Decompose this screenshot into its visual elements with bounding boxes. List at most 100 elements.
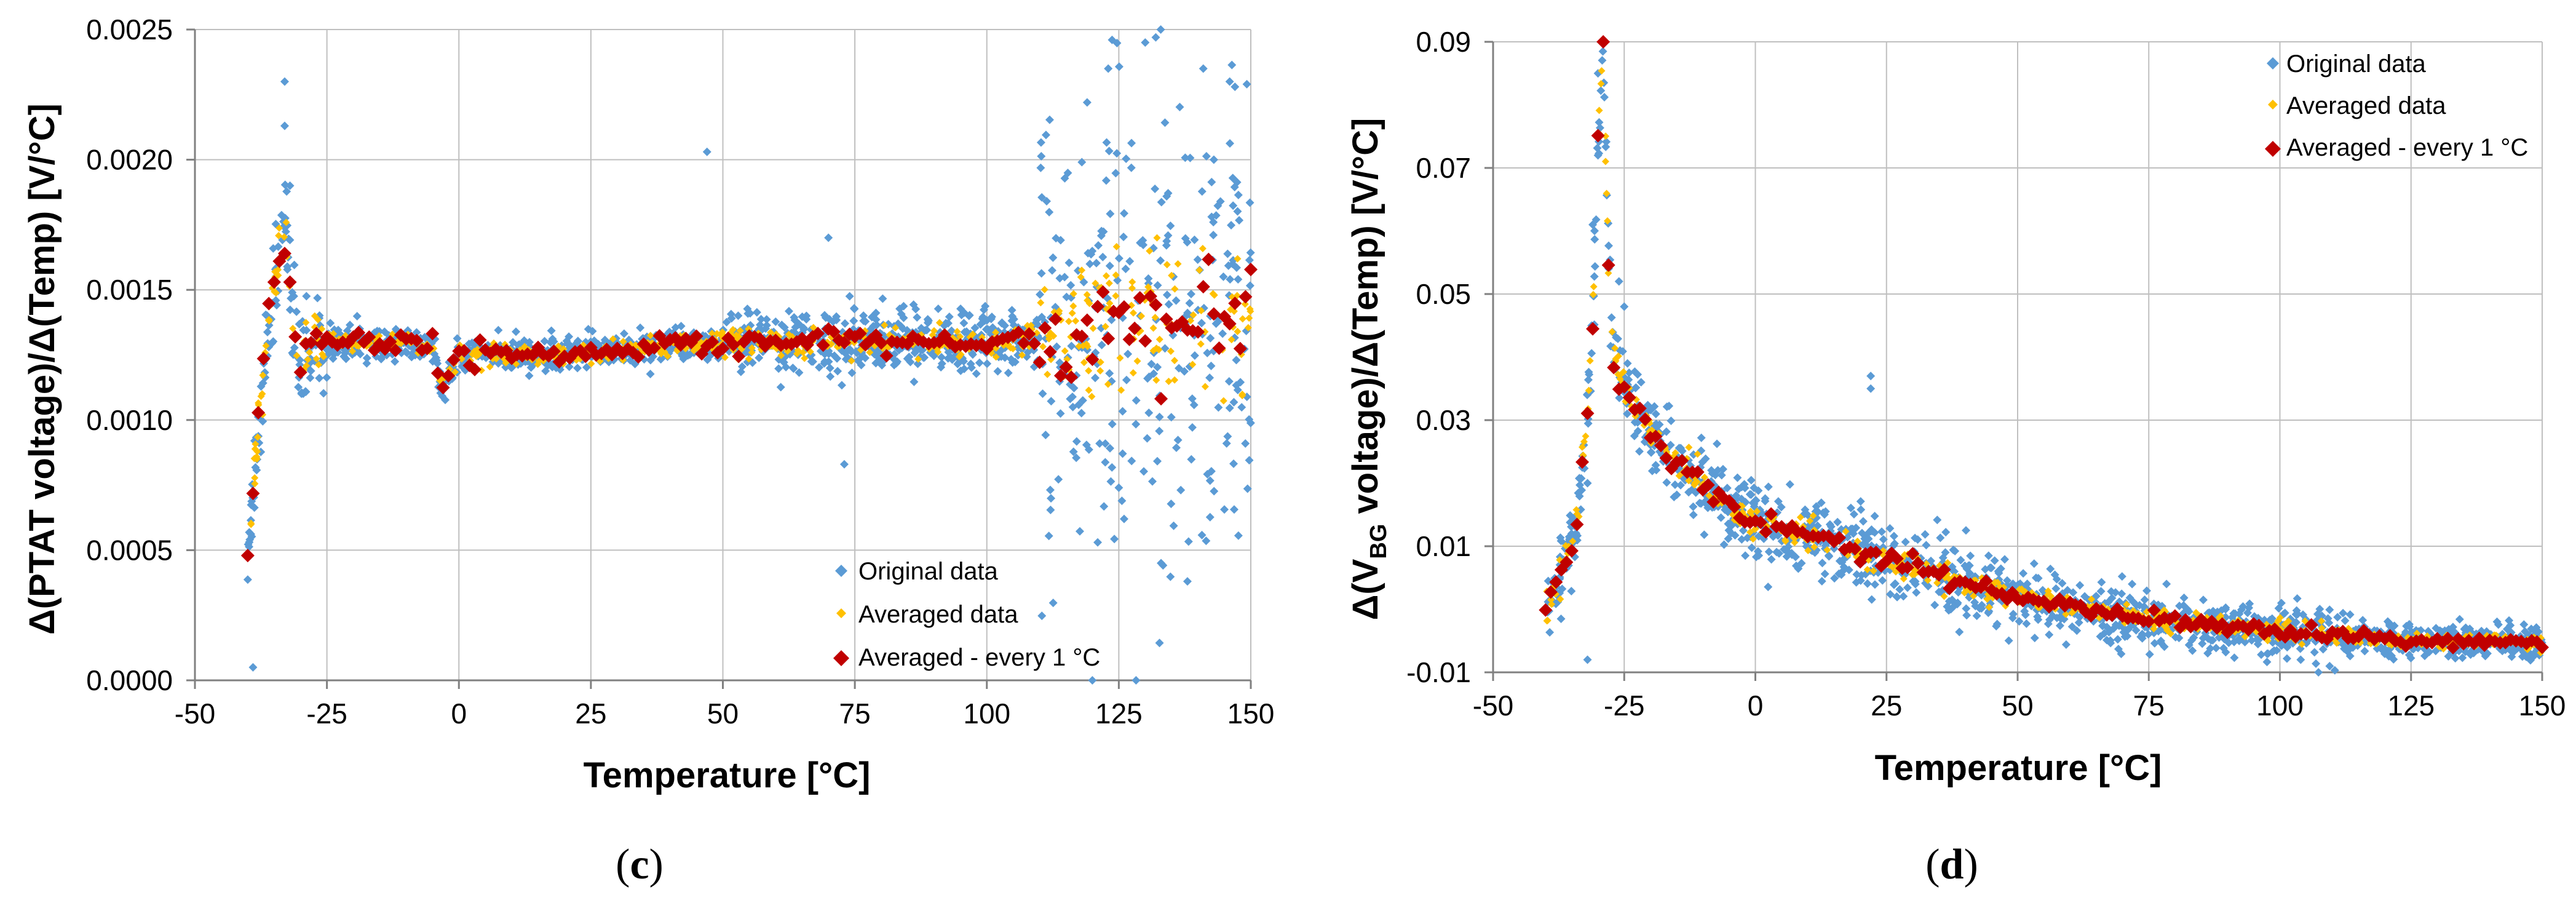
data-point-original <box>1951 546 1960 555</box>
data-point-original <box>1613 334 1622 343</box>
data-point-original <box>1556 536 1566 546</box>
data-point-original <box>1235 216 1244 225</box>
data-point-averaged-1c <box>837 336 851 350</box>
data-point-averaged <box>1585 386 1593 394</box>
data-point-original <box>261 310 271 319</box>
data-point-original <box>1166 572 1175 581</box>
data-point-averaged-1c <box>1937 563 1951 577</box>
data-point-averaged-1c <box>1091 300 1105 314</box>
data-point-original <box>2046 564 2055 573</box>
data-point-original <box>832 312 841 321</box>
data-point-original <box>1127 456 1136 466</box>
data-point-averaged-1c <box>647 341 661 355</box>
data-point-original <box>1149 369 1159 378</box>
data-point-original <box>2128 579 2137 589</box>
data-point-original <box>565 362 574 372</box>
data-point-averaged <box>1151 314 1159 322</box>
data-point-averaged <box>1084 343 1092 351</box>
data-point-original <box>1889 531 1898 541</box>
data-point-averaged <box>1700 474 1708 482</box>
data-point-averaged <box>275 224 283 232</box>
data-point-original <box>2055 621 2064 631</box>
data-point-averaged <box>2318 624 2326 632</box>
data-point-averaged <box>1138 312 1146 320</box>
data-point-original <box>2022 619 2031 628</box>
data-point-original <box>1870 512 1879 521</box>
data-point-original <box>1205 512 1215 522</box>
data-point-averaged <box>1133 357 1141 365</box>
data-point-original <box>1601 142 1611 151</box>
data-point-original <box>1747 543 1756 552</box>
data-point-averaged <box>271 288 279 296</box>
data-point-averaged-1c <box>1848 542 1862 556</box>
data-point-original <box>1007 306 1017 315</box>
data-point-original <box>1600 93 1609 102</box>
data-point-original <box>1184 537 1193 546</box>
data-point-original <box>2530 648 2539 658</box>
data-point-averaged-1c <box>1832 531 1846 545</box>
data-point-original <box>2345 610 2355 619</box>
data-point-original <box>431 356 440 365</box>
data-point-original <box>953 359 962 368</box>
data-point-original <box>1013 351 1023 360</box>
data-point-original <box>1750 499 1759 509</box>
data-point-original <box>1155 638 1164 648</box>
data-point-averaged <box>969 330 977 338</box>
data-point-original <box>1148 477 1157 486</box>
data-point-original <box>2021 610 2030 619</box>
data-point-original <box>1590 226 1599 236</box>
data-point-original <box>1127 163 1136 172</box>
data-point-original <box>2224 638 2233 648</box>
data-point-averaged <box>1044 370 1052 378</box>
data-point-original <box>1197 530 1207 539</box>
data-point-averaged <box>1604 269 1612 277</box>
data-point-original <box>1224 261 1233 270</box>
data-point-original <box>795 368 804 377</box>
data-point-original <box>1000 321 1009 330</box>
data-point-original <box>2230 609 2240 618</box>
data-point-original <box>933 304 943 313</box>
data-point-original <box>313 293 322 303</box>
data-point-original <box>1131 396 1141 405</box>
data-point-original <box>1885 590 1895 599</box>
data-point-averaged-1c <box>1133 291 1147 305</box>
data-point-original <box>287 294 296 303</box>
data-point-original <box>890 360 899 370</box>
data-point-averaged <box>247 520 255 528</box>
panel-d-y-axis-title-subscript: BG <box>1366 524 1392 559</box>
y-tick-label: 0.05 <box>1416 278 1471 310</box>
data-point-averaged-1c <box>2142 615 2156 629</box>
data-point-original <box>2314 668 2323 677</box>
data-point-original <box>1072 453 1081 463</box>
data-point-averaged-1c <box>732 349 746 364</box>
data-point-averaged-1c <box>252 405 266 420</box>
data-point-original <box>2150 638 2159 648</box>
data-point-averaged <box>1598 67 1606 75</box>
data-point-averaged <box>293 352 301 360</box>
data-point-original <box>1202 536 1211 546</box>
data-point-original <box>1590 272 1599 281</box>
data-point-original <box>2293 594 2302 603</box>
data-point-original <box>1124 349 1133 359</box>
data-point-original <box>1144 408 1154 418</box>
data-point-original <box>464 340 474 349</box>
data-point-original <box>1575 480 1585 490</box>
data-point-original <box>722 317 731 327</box>
data-point-original <box>2187 635 2197 645</box>
data-point-original <box>1620 302 1629 311</box>
data-point-averaged <box>935 319 943 327</box>
data-point-averaged <box>721 354 729 362</box>
data-point-averaged <box>748 344 756 352</box>
data-point-averaged <box>1171 285 1179 293</box>
data-point-original <box>2257 650 2266 659</box>
data-point-averaged <box>1061 347 1069 355</box>
x-tick-label: -50 <box>175 698 215 730</box>
data-point-averaged-1c <box>1075 329 1089 343</box>
data-point-original <box>1176 485 1186 495</box>
data-point-original <box>2492 617 2502 626</box>
data-point-averaged-1c <box>1570 517 1584 531</box>
data-point-original <box>1812 502 1821 511</box>
data-point-averaged <box>1590 282 1598 290</box>
data-point-original <box>1095 439 1104 448</box>
data-point-original <box>1797 559 1806 568</box>
